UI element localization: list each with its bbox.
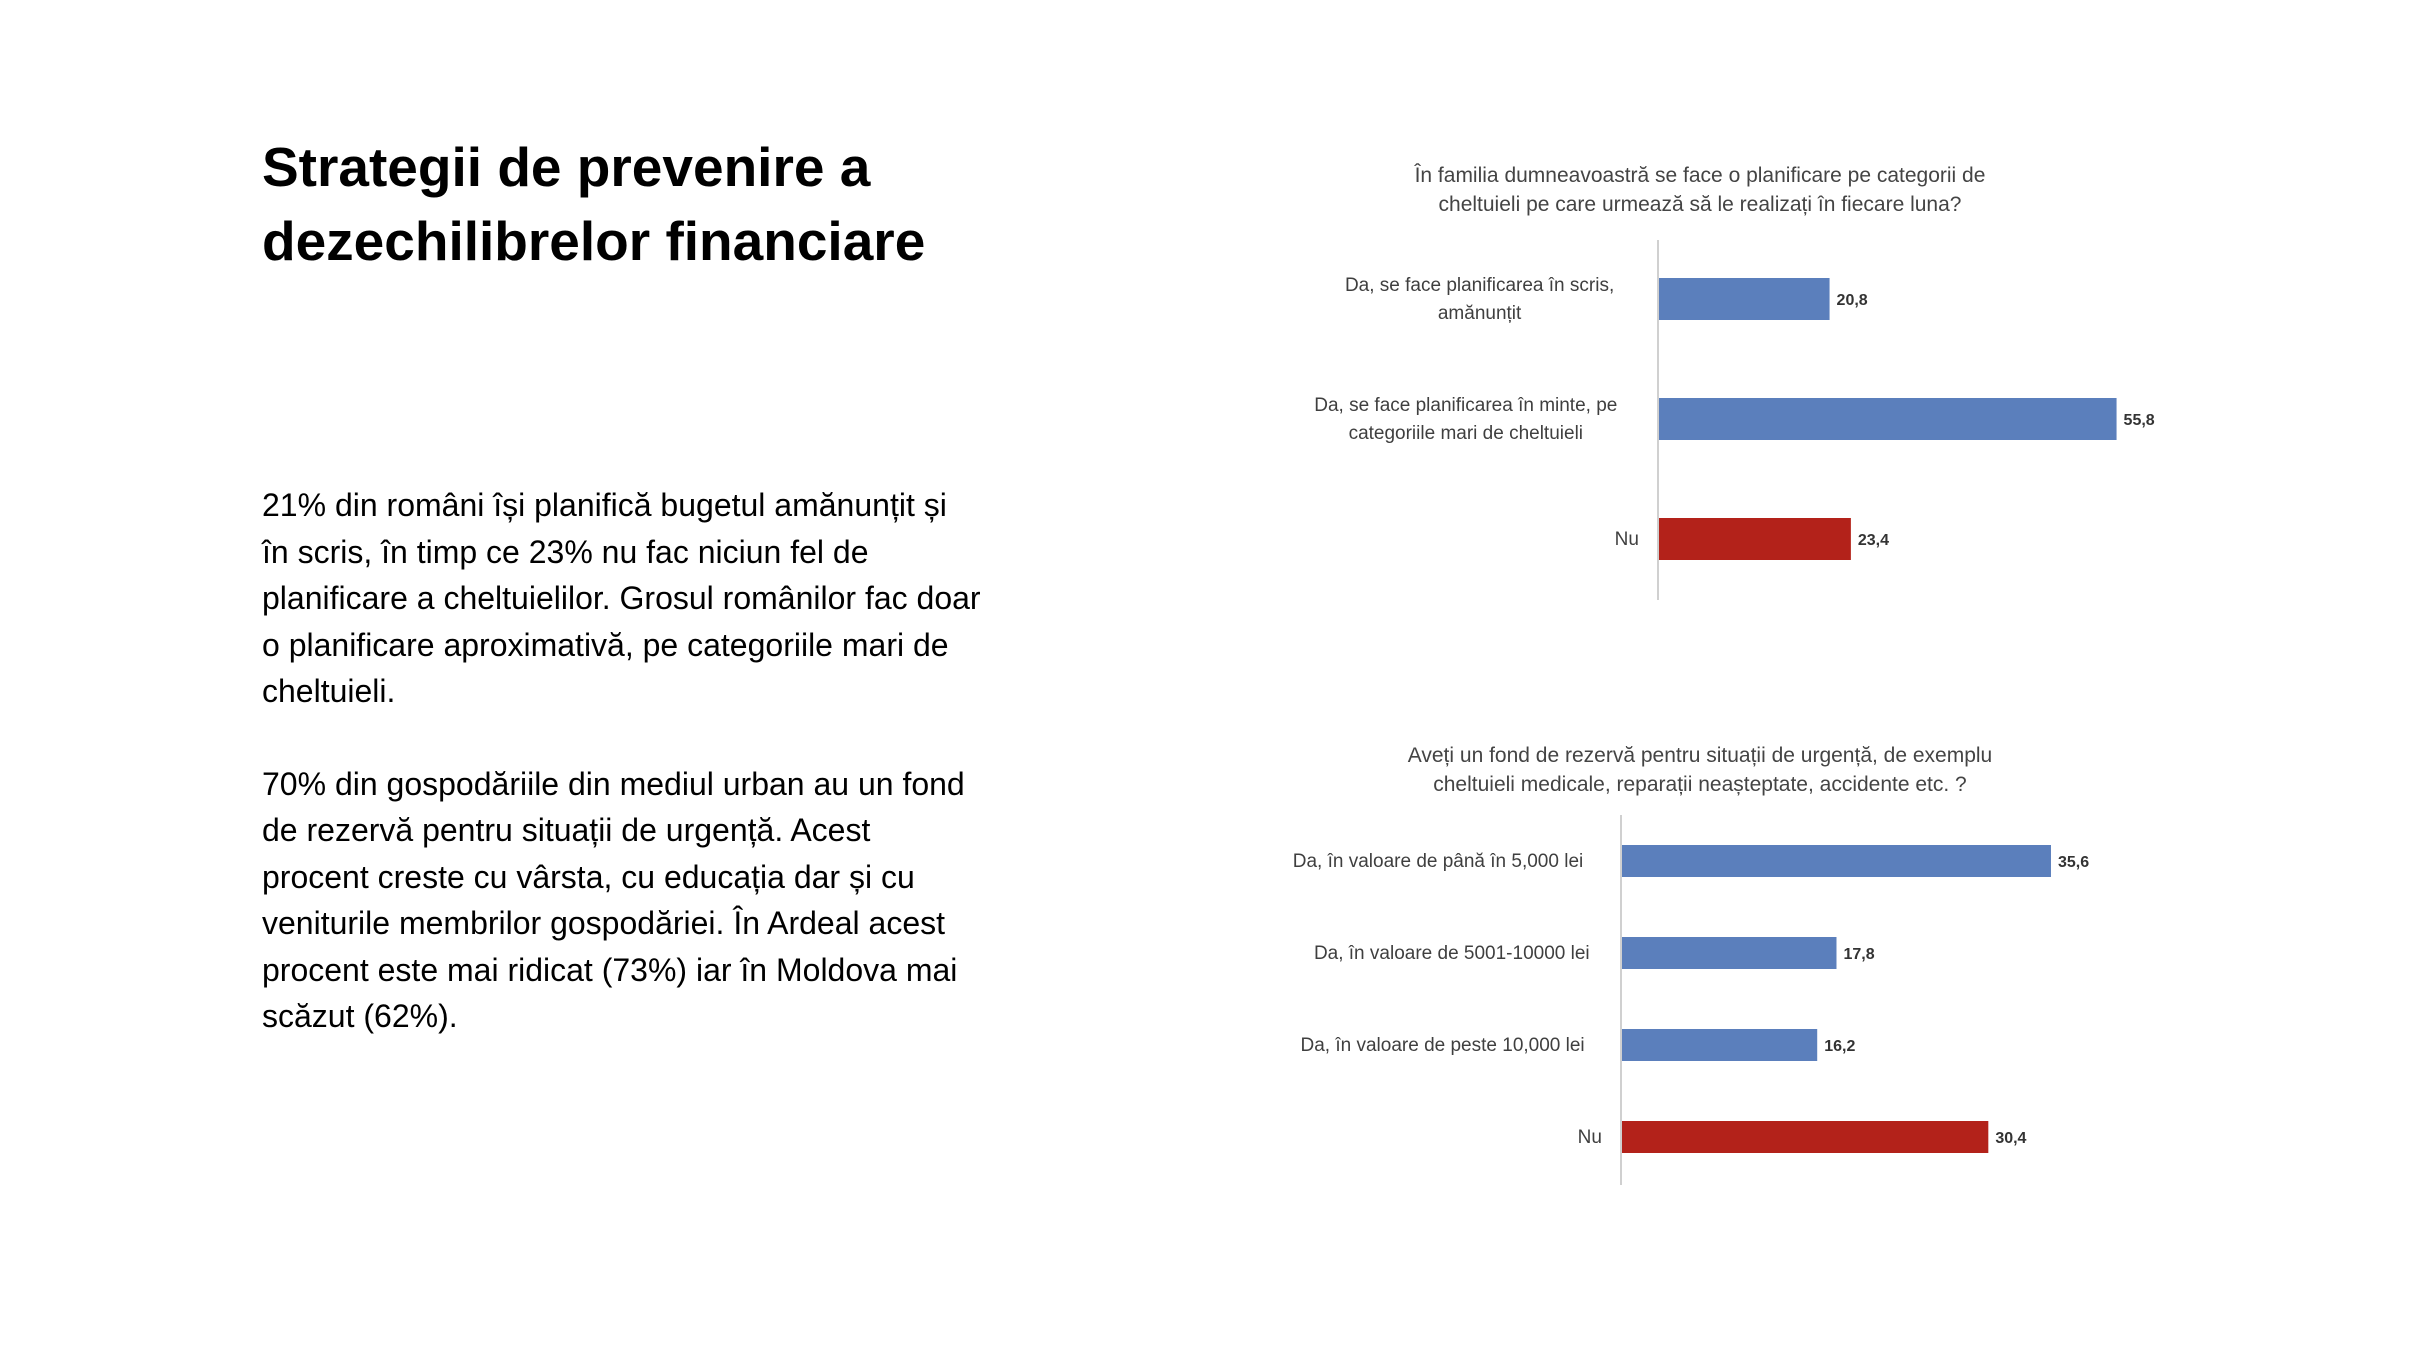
- chart2-value-label-1: 35,6: [2058, 854, 2089, 871]
- chart1-value-label-1: 20,8: [1837, 292, 1868, 309]
- chart1-bar-2: [1659, 398, 2117, 440]
- chart2-value-label-2: 17,8: [1843, 946, 1874, 963]
- chart2-bar-2: [1622, 937, 1837, 969]
- paragraph-planning: 21% din români își planifică bugetul amă…: [262, 487, 981, 709]
- chart-emergency-fund: Aveți un fond de rezervă pentru situații…: [1200, 735, 2200, 1195]
- body-text: 21% din români își planifică bugetul amă…: [262, 482, 982, 1086]
- chart2-value-label-4: 30,4: [1995, 1130, 2026, 1147]
- chart1-title-line1: În familia dumneavoastră se face o plani…: [1414, 164, 1986, 187]
- chart1-category-label-1: Da, se face planificarea în scris, amănun…: [1345, 275, 1614, 324]
- chart1-plot: 20,8 Da, se face planificarea în scris, am…: [1314, 240, 2155, 600]
- chart1-value-label-3: 23,4: [1858, 532, 1889, 549]
- slide-title: Strategii de prevenire a dezechilibrelor…: [262, 130, 1162, 278]
- chart2-category-label-4: Nu: [1578, 1127, 1602, 1148]
- chart2-bar-3: [1622, 1029, 1818, 1061]
- slide-title-line1: Strategii de prevenire a: [262, 136, 871, 198]
- chart1-value-label-2: 55,8: [2124, 412, 2155, 429]
- chart1-bar-1: [1659, 278, 1830, 320]
- chart2-title-line1: Aveți un fond de rezervă pentru situații…: [1407, 744, 1993, 767]
- chart2-category-label-3: Da, în valoare de peste 10,000 lei: [1301, 1035, 1585, 1056]
- chart1-title-line2: cheltuieli pe care urmează să le realiza…: [1438, 193, 1962, 216]
- chart2-plot: 35,6 Da, în valoare de până în 5,000 lei 1…: [1293, 815, 2089, 1185]
- chart2-category-label-1: Da, în valoare de până în 5,000 lei: [1293, 851, 1583, 872]
- chart1-title: În familia dumneavoastră se face o plani…: [1340, 161, 2060, 219]
- paragraph-emergency-fund: 70% din gospodăriile din mediul urban au…: [262, 765, 965, 1035]
- chart2-title-line2: cheltuieli medicale, reparații neaștepta…: [1433, 773, 1967, 796]
- chart2-value-label-3: 16,2: [1824, 1038, 1855, 1055]
- chart2-bar-1: [1622, 845, 2051, 877]
- chart2-bar-4: [1622, 1121, 1989, 1153]
- chart1-bar-3: [1659, 518, 1851, 560]
- chart1-category-label-2: Da, se face planificarea în minte, pe cat…: [1314, 395, 1617, 444]
- chart1-category-label-3: Nu: [1615, 529, 1639, 550]
- chart2-category-label-2: Da, în valoare de 5001-10000 lei: [1314, 943, 1590, 964]
- chart-budget-planning: În familia dumneavoastră se face o plani…: [1200, 155, 2200, 615]
- slide-title-line2: dezechilibrelor financiare: [262, 210, 926, 272]
- chart2-title: Aveți un fond de rezervă pentru situații…: [1340, 741, 2060, 799]
